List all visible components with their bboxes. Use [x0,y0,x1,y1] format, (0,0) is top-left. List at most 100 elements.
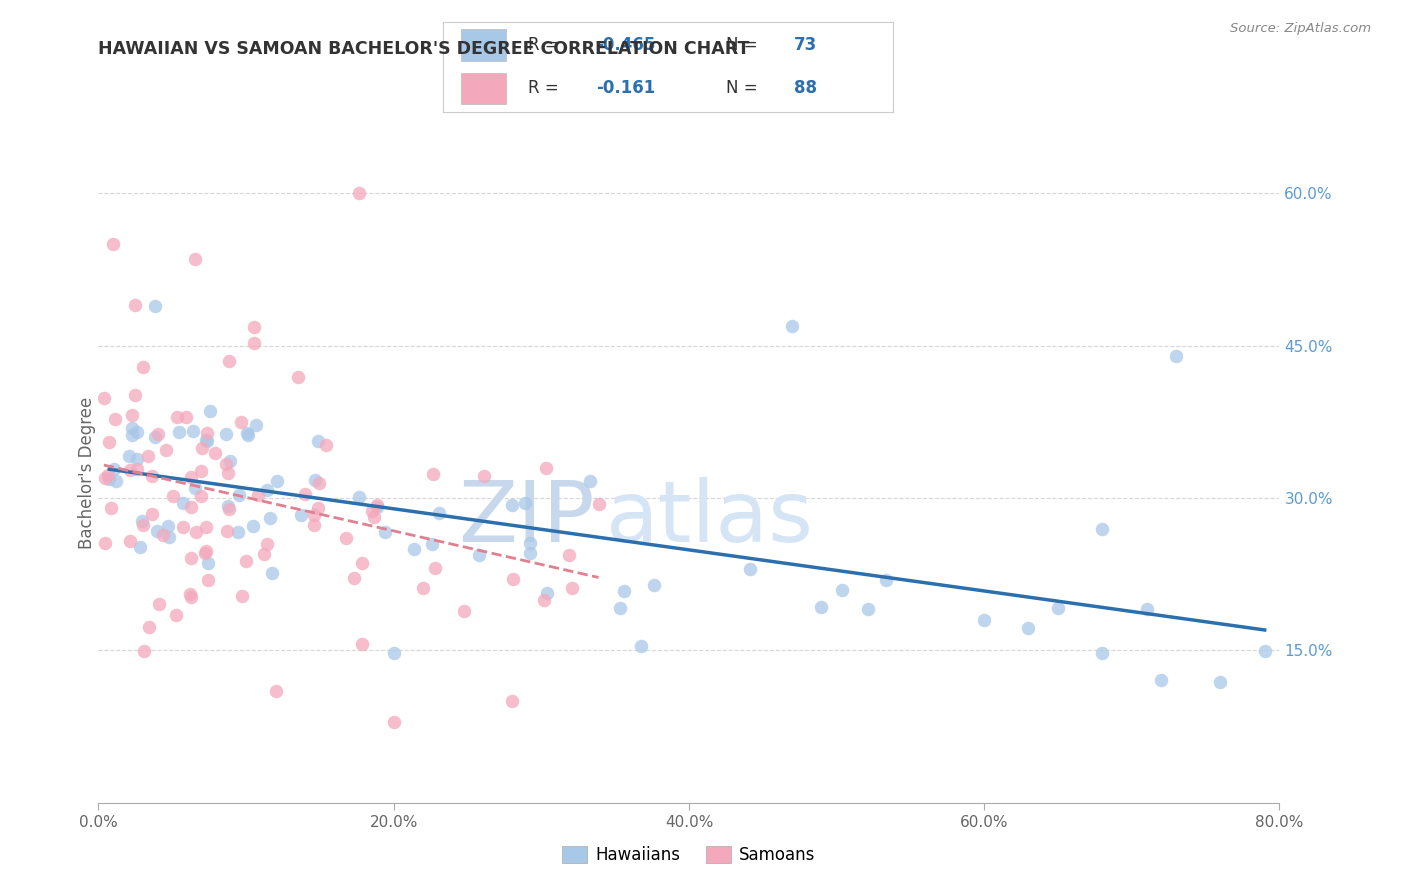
Point [197,434,219,449]
Text: N =: N = [727,79,763,97]
Point [502,572,524,586]
Point [218,354,240,368]
Point [180,591,202,605]
Point [427,506,450,520]
Text: -0.465: -0.465 [596,37,655,54]
Text: 73: 73 [794,37,817,54]
Point [180,500,202,514]
Point [124,298,146,312]
Point [402,542,425,557]
Point [190,489,212,503]
Point [382,714,405,729]
Point [302,508,325,522]
Text: HAWAIIAN VS SAMOAN BACHELOR'S DEGREE CORRELATION CHART: HAWAIIAN VS SAMOAN BACHELOR'S DEGREE COR… [98,40,749,58]
Point [197,556,219,570]
Text: 88: 88 [794,79,817,97]
Point [613,584,636,599]
Point [302,517,325,532]
Point [256,537,278,551]
Point [468,548,491,562]
Point [259,511,281,525]
Point [875,573,897,587]
Point [103,237,125,252]
Point [132,644,155,658]
Point [307,500,329,515]
Point [420,536,443,550]
Point [335,531,357,545]
Text: atlas: atlas [606,477,814,560]
Point [128,540,150,554]
Point [1254,644,1277,658]
Point [350,556,373,570]
Point [1150,673,1173,687]
Point [453,604,475,618]
Point [588,497,610,511]
Point [180,551,202,566]
Point [1135,602,1157,616]
Text: R =: R = [529,37,564,54]
Point [810,599,832,614]
Point [534,461,557,475]
Point [104,411,127,425]
Point [131,514,153,528]
Point [245,418,267,433]
Point [195,520,218,534]
Point [831,583,853,598]
Point [740,562,762,576]
Point [219,454,242,468]
Point [180,470,202,484]
Point [121,408,143,422]
Point [141,469,163,483]
Point [100,501,122,516]
Point [146,426,169,441]
Point [184,481,207,495]
Point [184,525,207,540]
Point [172,495,194,509]
Point [218,502,240,516]
Point [1091,647,1114,661]
Text: Source: ZipAtlas.com: Source: ZipAtlas.com [1230,22,1371,36]
Point [195,544,218,558]
Point [1017,621,1039,635]
Point [412,581,434,595]
Point [145,299,167,313]
Point [266,474,288,488]
Point [152,528,174,542]
Point [121,421,143,435]
Point [1091,522,1114,536]
Point [132,518,155,533]
Point [519,546,541,560]
Point [228,488,250,502]
Point [247,488,270,502]
Point [195,434,218,448]
Point [226,524,249,539]
Point [124,388,146,402]
Point [190,464,212,478]
Point [217,499,239,513]
Point [533,592,555,607]
Point [215,524,238,538]
Point [157,530,180,544]
Text: -0.161: -0.161 [596,79,655,97]
Point [162,489,184,503]
Point [118,449,141,463]
Point [423,561,446,575]
Point [782,318,804,333]
Point [519,536,541,550]
Point [366,500,388,514]
Legend: Hawaiians, Samoans: Hawaiians, Samoans [555,838,823,871]
Point [97,434,120,449]
Point [166,410,188,425]
Point [264,684,287,698]
Point [253,548,276,562]
Point [179,587,201,601]
Text: R =: R = [529,79,564,97]
Point [98,472,121,486]
Point [155,443,177,458]
Point [236,426,259,441]
Point [360,503,382,517]
Point [165,607,187,622]
Point [472,469,495,483]
Point [132,360,155,375]
Bar [461,29,506,61]
